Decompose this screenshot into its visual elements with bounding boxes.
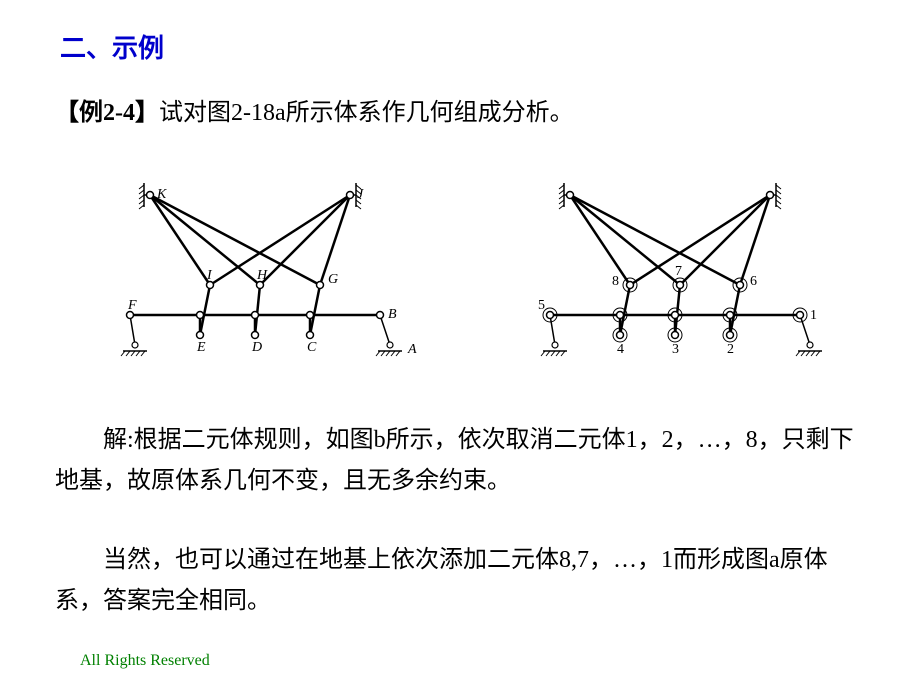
example-label: 【例2-4】 <box>55 100 159 126</box>
svg-text:2: 2 <box>727 342 734 357</box>
svg-text:1: 1 <box>810 308 817 323</box>
solution-paragraph-2: 当然，也可以通过在地基上依次添加二元体8,7，…，1而形成图a原体系，答案完全相… <box>55 540 865 622</box>
paragraph2-text: 当然，也可以通过在地基上依次添加二元体8,7，…，1而形成图a原体系，答案完全相… <box>55 547 828 614</box>
svg-text:3: 3 <box>672 342 679 357</box>
footer-rights: All Rights Reserved <box>80 652 210 670</box>
svg-text:J: J <box>357 187 364 202</box>
svg-text:I: I <box>206 268 213 283</box>
section-title: 二、示例 <box>60 28 164 65</box>
diagram-container: K J F I H G B E D C A 1 2 3 4 5 6 7 8 <box>80 175 860 375</box>
svg-text:4: 4 <box>617 342 624 357</box>
truss-diagrams: K J F I H G B E D C A 1 2 3 4 5 6 7 8 <box>80 175 860 375</box>
svg-text:C: C <box>307 340 317 355</box>
paragraph1-text: 解:根据二元体规则，如图b所示，依次取消二元体1，2，…，8，只剩下地基，故原体… <box>55 427 854 494</box>
svg-text:F: F <box>127 298 137 313</box>
example-title: 【例2-4】试对图2-18a所示体系作几何组成分析。 <box>55 92 574 127</box>
svg-text:D: D <box>251 340 262 355</box>
svg-text:E: E <box>196 340 206 355</box>
example-text: 试对图2-18a所示体系作几何组成分析。 <box>159 100 574 126</box>
solution-paragraph-1: 解:根据二元体规则，如图b所示，依次取消二元体1，2，…，8，只剩下地基，故原体… <box>55 420 865 502</box>
svg-text:8: 8 <box>612 274 619 289</box>
svg-text:7: 7 <box>675 264 682 279</box>
svg-text:K: K <box>156 187 167 202</box>
svg-text:H: H <box>256 268 268 283</box>
svg-text:B: B <box>388 307 397 322</box>
svg-text:G: G <box>328 272 338 287</box>
svg-text:5: 5 <box>538 298 545 313</box>
svg-text:A: A <box>407 342 417 357</box>
svg-text:6: 6 <box>750 274 757 289</box>
